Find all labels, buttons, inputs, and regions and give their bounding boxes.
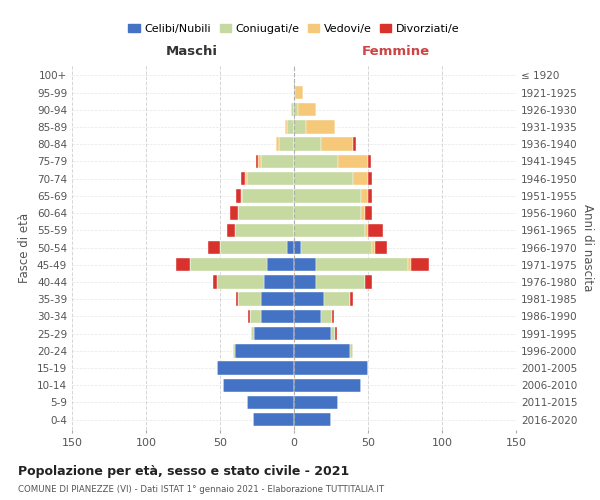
Bar [233,344,235,358]
Bar [247,172,294,186]
Bar [365,224,368,237]
Bar [365,206,373,220]
Legend: Celibi/Nubili, Coniugati/e, Vedovi/e, Divorziati/e: Celibi/Nubili, Coniugati/e, Vedovi/e, Di… [124,20,464,38]
Bar [253,413,294,426]
Bar [294,327,331,340]
Bar [294,224,365,237]
Bar [331,327,335,340]
Bar [316,258,408,272]
Bar [294,275,316,288]
Bar [368,172,373,186]
Bar [238,292,262,306]
Bar [408,258,411,272]
Bar [251,327,254,340]
Bar [236,189,241,202]
Bar [294,86,295,100]
Bar [298,103,316,117]
Bar [294,138,320,151]
Bar [250,310,262,323]
Bar [294,292,323,306]
Bar [320,310,332,323]
Bar [316,275,365,288]
Bar [411,258,428,272]
Bar [294,189,361,202]
Bar [254,327,294,340]
Bar [247,396,294,409]
Bar [373,241,376,254]
Bar [294,396,338,409]
Bar [245,172,247,186]
Bar [287,120,294,134]
Bar [236,292,238,306]
Bar [190,258,268,272]
Bar [294,344,350,358]
Bar [291,103,294,117]
Bar [294,206,361,220]
Bar [361,206,365,220]
Bar [294,362,368,374]
Bar [212,275,217,288]
Bar [338,154,368,168]
Bar [235,224,294,237]
Bar [306,120,335,134]
Bar [259,154,262,168]
Bar [285,120,287,134]
Bar [294,154,338,168]
Y-axis label: Fasce di età: Fasce di età [19,212,31,282]
Bar [353,172,368,186]
Bar [279,138,294,151]
Bar [294,120,306,134]
Bar [217,362,294,374]
Bar [294,241,301,254]
Y-axis label: Anni di nascita: Anni di nascita [581,204,594,291]
Bar [176,258,190,272]
Bar [217,275,265,288]
Text: Popolazione per età, sesso e stato civile - 2021: Popolazione per età, sesso e stato civil… [18,465,349,478]
Bar [323,292,350,306]
Text: Maschi: Maschi [166,44,218,58]
Bar [350,292,353,306]
Bar [368,154,371,168]
Bar [241,172,245,186]
Bar [294,378,361,392]
Bar [368,224,383,237]
Bar [238,206,294,220]
Bar [262,292,294,306]
Bar [294,172,353,186]
Bar [353,138,356,151]
Bar [223,378,294,392]
Bar [320,138,353,151]
Text: COMUNE DI PIANEZZE (VI) - Dati ISTAT 1° gennaio 2021 - Elaborazione TUTTITALIA.I: COMUNE DI PIANEZZE (VI) - Dati ISTAT 1° … [18,485,384,494]
Bar [230,206,238,220]
Text: Femmine: Femmine [362,44,430,58]
Bar [262,310,294,323]
Bar [287,241,294,254]
Bar [368,189,373,202]
Bar [294,310,320,323]
Bar [276,138,279,151]
Bar [361,189,368,202]
Bar [208,241,220,254]
Bar [248,310,250,323]
Bar [256,154,259,168]
Bar [301,241,373,254]
Bar [365,275,373,288]
Bar [295,86,303,100]
Bar [376,241,387,254]
Bar [235,344,294,358]
Bar [265,275,294,288]
Bar [335,327,337,340]
Bar [350,344,353,358]
Bar [227,224,235,237]
Bar [294,103,298,117]
Bar [332,310,334,323]
Bar [262,154,294,168]
Bar [294,413,331,426]
Bar [242,189,294,202]
Bar [268,258,294,272]
Bar [294,258,316,272]
Bar [220,241,287,254]
Bar [241,189,242,202]
